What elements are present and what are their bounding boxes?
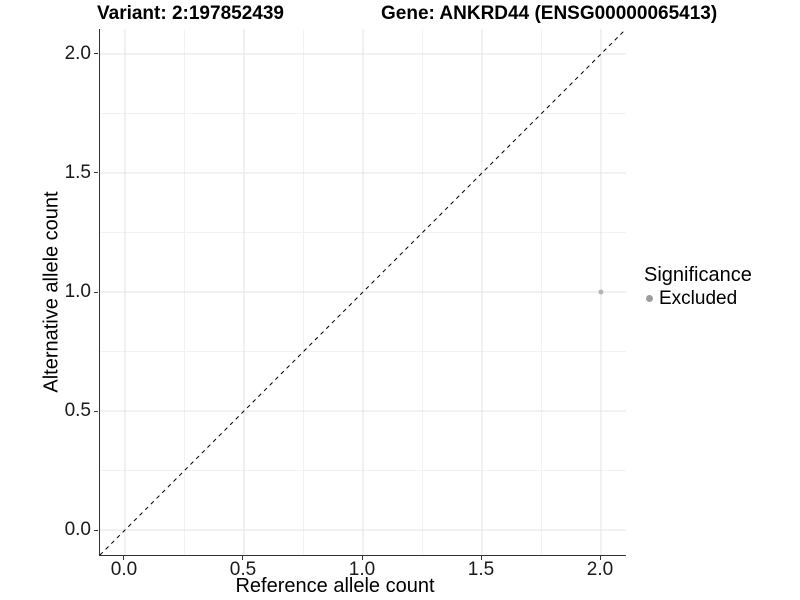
y-tick-label: 2.0	[64, 42, 91, 64]
y-tick-label: 0.0	[64, 519, 91, 540]
y-tick-mark	[94, 410, 98, 412]
x-tick-mark	[123, 556, 125, 560]
y-tick-label: 0.5	[64, 400, 91, 421]
legend: Significance Excluded	[644, 264, 752, 310]
plot-panel	[99, 29, 626, 556]
legend-entry-label: Excluded	[659, 287, 738, 309]
y-tick-label: 1.5	[64, 161, 91, 183]
legend-entry: Excluded	[644, 287, 752, 310]
y-axis-title: Alternative allele count	[40, 191, 63, 393]
x-tick-mark	[480, 556, 482, 560]
plot-canvas	[100, 29, 626, 555]
x-tick-mark	[599, 556, 601, 560]
y-tick-mark	[94, 291, 98, 293]
x-axis-title: Reference allele count	[235, 575, 435, 597]
y-tick-mark	[94, 53, 98, 55]
data-point	[598, 289, 604, 295]
variant-title: Variant: 2:197852439	[97, 3, 284, 24]
x-tick-mark	[361, 556, 363, 560]
identity-line	[100, 29, 626, 555]
legend-point-icon	[646, 295, 653, 302]
x-tick-mark	[242, 556, 244, 560]
y-tick-mark	[94, 529, 98, 531]
gene-title: Gene: ANKRD44 (ENSG00000065413)	[381, 3, 718, 24]
legend-title: Significance	[644, 264, 752, 286]
y-tick-mark	[94, 172, 98, 174]
